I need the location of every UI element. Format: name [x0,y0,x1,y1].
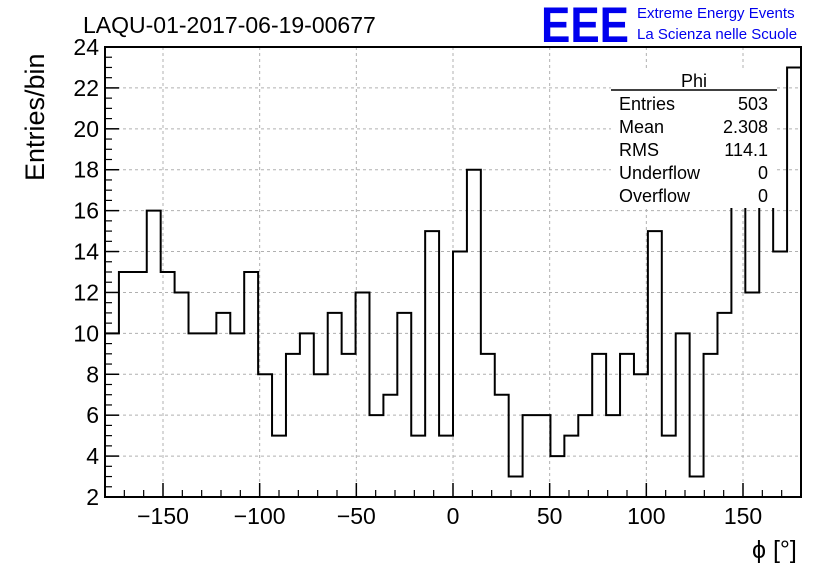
y-tick-label: 16 [73,198,99,224]
stats-value: 2.308 [723,117,768,137]
stats-label: Underflow [619,163,701,183]
x-tick-label: 100 [627,503,665,529]
stats-label: Entries [619,94,675,114]
stats-box: Phi Entries 503 Mean 2.308 RMS 114.1 Underflow… [611,68,777,208]
run-title: LAQU-01-2017-06-19-00677 [83,12,376,38]
logo-line-1: Extreme Energy Events [637,5,795,22]
y-tick-label: 24 [73,34,99,60]
stats-value: 114.1 [724,140,768,160]
stats-rows: Entries 503 Mean 2.308 RMS 114.1 Underflow 0 Ove… [619,94,768,206]
x-tick-label: −150 [137,503,189,529]
y-tick-label: 10 [73,320,99,346]
x-tick-label: 0 [447,503,460,529]
y-tick-label: 8 [86,361,99,387]
y-tick-label: 18 [73,157,99,183]
stats-label: RMS [619,140,659,160]
y-tick-label: 22 [73,75,99,101]
eee-logo: EEE [541,0,629,53]
stats-value: 0 [758,163,768,183]
stats-label: Overflow [619,186,691,206]
y-tick-label: 14 [73,239,99,265]
stats-value: 503 [738,94,768,114]
x-tick-label: 50 [537,503,563,529]
logo-line-2: La Scienza nelle Scuole [637,26,797,43]
stats-value: 0 [758,186,768,206]
x-tick-label: −100 [234,503,286,529]
x-tick-label: −50 [337,503,376,529]
y-tick-label: 12 [73,279,99,305]
x-tick-label: 150 [724,503,762,529]
stats-label: Mean [619,117,664,137]
stats-box-background [611,68,777,208]
y-tick-label: 4 [86,443,99,469]
y-axis-label: Entries/bin [20,53,50,181]
y-tick-label: 2 [86,484,99,510]
y-tick-label: 20 [73,116,99,142]
stats-name: Phi [681,71,707,91]
histogram-step-line [105,66,801,478]
y-tick-label: 6 [86,402,99,428]
axis-ticks [104,46,802,498]
x-axis-label: ϕ [°] [752,536,797,564]
